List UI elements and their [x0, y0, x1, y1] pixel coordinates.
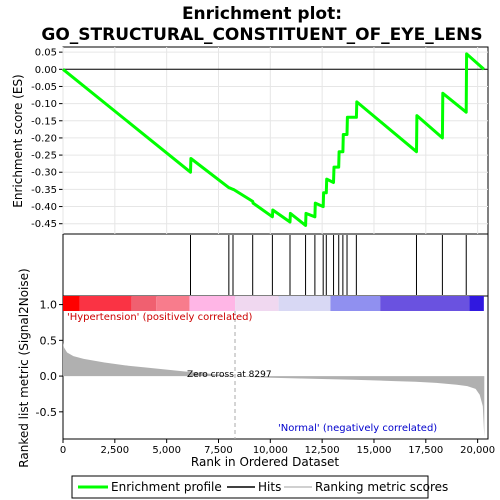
es-y-tick-label: -0.30 [31, 168, 57, 179]
metric-y-tick-label: 1.0 [40, 299, 58, 312]
zero-cross-label: Zero cross at 8297 [187, 370, 272, 380]
es-y-tick-label: -0.20 [31, 133, 57, 144]
es-panel-frame [62, 46, 489, 235]
rank-heat-segment [469, 296, 484, 311]
x-tick-label: 17,500 [408, 445, 443, 456]
rank-heat-segment [278, 296, 331, 311]
rank-heat-segment [63, 296, 80, 311]
es-y-tick-label: -0.25 [31, 151, 57, 162]
legend-hits-label: Hits [258, 480, 281, 494]
metric-y-tick-label: -0.5 [36, 406, 57, 419]
negative-correlation-label: 'Normal' (negatively correlated) [278, 423, 437, 434]
rank-heat-segment [131, 296, 157, 311]
rank-heat-segment [79, 296, 132, 311]
x-tick-label: 2,500 [101, 445, 130, 456]
rank-heat-segment [235, 296, 279, 311]
es-y-axis-label: Enrichment score (ES) [11, 74, 25, 207]
x-tick-label: 20,000 [460, 445, 495, 456]
rank-heat-segment [156, 296, 190, 311]
legend-enrichment-label: Enrichment profile [111, 480, 222, 494]
es-y-tick-label: -0.05 [31, 82, 57, 93]
hits-panel-frame [62, 233, 489, 297]
positive-correlation-label: 'Hypertension' (positively correlated) [67, 312, 253, 323]
es-y-tick-label: 0.00 [35, 65, 57, 76]
x-tick-label: 12,500 [305, 445, 340, 456]
es-y-tick-label: -0.35 [31, 185, 57, 196]
hits-panel [63, 235, 484, 311]
x-tick-label: 5,000 [152, 445, 181, 456]
es-panel: 0.05 0.00 -0.05 -0.10 -0.15 -0.20 -0.25 -0.30 -0… [31, 47, 488, 234]
enrichment-profile-line [62, 52, 485, 227]
x-tick-label: 10,000 [253, 445, 288, 456]
x-tick-label: 7,500 [204, 445, 233, 456]
x-axis-label: Rank in Ordered Dataset [191, 455, 339, 469]
metric-y-tick-label: 0.5 [40, 334, 58, 347]
es-y-tick-label: -0.40 [31, 202, 57, 213]
x-tick-label: 0 [60, 445, 66, 456]
rank-heat-segment [330, 296, 381, 311]
x-tick-label: 15,000 [356, 445, 391, 456]
chart-title-line2: GO_STRUCTURAL_CONSTITUENT_OF_EYE_LENS [41, 25, 482, 45]
rank-heat-segment [189, 296, 236, 311]
metric-y-tick-label: 0.0 [40, 370, 58, 383]
metric-panel: 1.0 0.5 0.0 -0.5 0 2,500 5,000 7,500 10,000 12,50… [36, 299, 496, 456]
es-y-tick-label: -0.45 [31, 219, 57, 230]
chart-title-line1: Enrichment plot: [182, 4, 342, 24]
es-y-tick-label: -0.15 [31, 116, 57, 127]
es-y-tick-label: 0.05 [35, 48, 57, 59]
legend-metric-label: Ranking metric scores [315, 480, 448, 494]
rank-heat-segment [380, 296, 470, 311]
metric-y-axis-label: Ranked list metric (Signal2Noise) [17, 268, 31, 467]
es-y-tick-label: -0.10 [31, 99, 57, 110]
